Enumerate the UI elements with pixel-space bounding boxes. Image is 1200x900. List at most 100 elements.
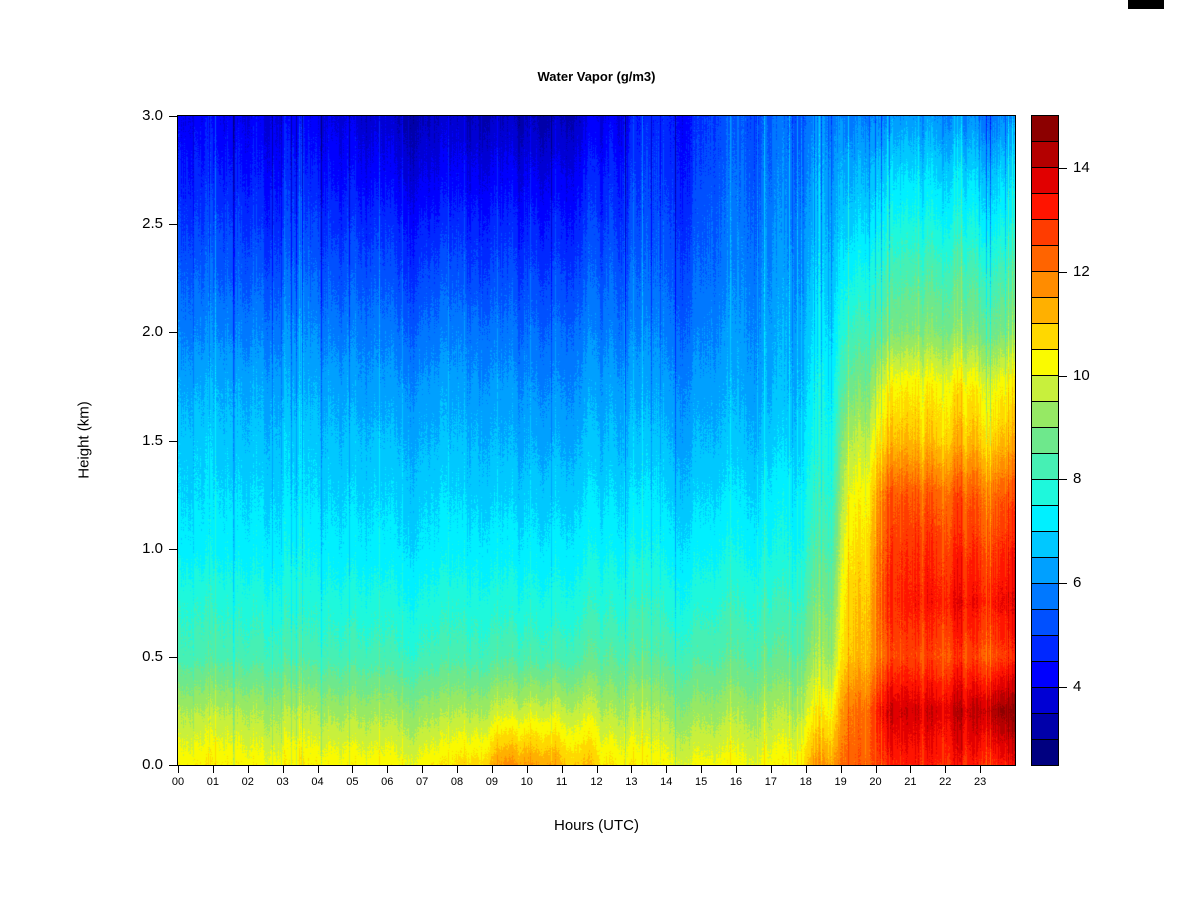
x-tick-label: 03 xyxy=(276,776,289,788)
x-tick-mark xyxy=(282,766,284,773)
x-tick-label: 20 xyxy=(869,776,882,788)
x-tick-label: 22 xyxy=(939,776,952,788)
y-tick-label: 0.0 xyxy=(142,756,163,773)
x-tick-mark xyxy=(457,766,458,773)
x-tick-mark xyxy=(666,766,668,773)
colorbar xyxy=(1031,115,1059,766)
x-tick-mark xyxy=(561,766,563,773)
x-tick-label: 18 xyxy=(799,776,812,788)
colorbar-block xyxy=(1032,635,1058,661)
colorbar-block xyxy=(1032,297,1058,323)
x-tick-mark xyxy=(701,766,703,773)
x-tick-label: 19 xyxy=(834,776,847,788)
colorbar-block xyxy=(1032,219,1058,245)
x-tick-mark xyxy=(805,766,807,773)
y-tick-mark xyxy=(169,440,177,442)
y-tick-label: 2.5 xyxy=(142,215,163,233)
y-tick-mark xyxy=(169,116,177,117)
colorbar-tick-mark xyxy=(1059,375,1067,377)
x-tick-label: 00 xyxy=(171,776,185,788)
colorbar-tick-mark xyxy=(1059,167,1067,169)
y-tick-mark xyxy=(169,656,177,658)
x-tick-label: 01 xyxy=(206,776,219,788)
x-tick-label: 07 xyxy=(416,776,429,788)
heatmap-canvas xyxy=(178,116,1015,765)
colorbar-block xyxy=(1032,245,1058,271)
colorbar-block xyxy=(1032,453,1058,479)
x-tick-mark xyxy=(352,766,354,773)
colorbar-block xyxy=(1032,739,1058,765)
y-tick-mark xyxy=(169,224,177,226)
colorbar-block xyxy=(1032,557,1058,583)
colorbar-tick-label: 8 xyxy=(1073,470,1082,488)
y-tick-label: 2.0 xyxy=(142,323,163,341)
chart-title: Water Vapor (g/m3) xyxy=(537,69,656,84)
plot-border xyxy=(177,115,1016,766)
x-tick-mark xyxy=(910,766,912,773)
x-axis-title: Hours (UTC) xyxy=(554,817,639,834)
colorbar-block xyxy=(1032,141,1058,167)
y-tick-label: 1.0 xyxy=(142,539,163,557)
colorbar-block xyxy=(1032,609,1058,635)
colorbar-block xyxy=(1032,271,1058,297)
x-tick-mark xyxy=(875,766,877,773)
x-tick-mark xyxy=(980,766,982,773)
x-tick-label: 12 xyxy=(590,776,603,788)
x-tick-mark xyxy=(736,766,737,773)
x-tick-mark xyxy=(422,766,424,773)
colorbar-block xyxy=(1032,323,1058,349)
corner-mark xyxy=(1128,0,1164,9)
x-tick-label: 09 xyxy=(485,776,498,788)
colorbar-block xyxy=(1032,375,1058,401)
colorbar-block xyxy=(1032,531,1058,557)
y-tick-mark xyxy=(169,765,177,766)
x-tick-mark xyxy=(631,766,633,773)
x-tick-label: 15 xyxy=(695,776,708,788)
x-tick-label: 17 xyxy=(764,776,777,788)
y-axis-title: Height (km) xyxy=(75,401,93,479)
y-tick-label: 1.5 xyxy=(142,431,163,449)
colorbar-block xyxy=(1032,479,1058,505)
x-tick-label: 06 xyxy=(381,776,394,788)
x-tick-mark xyxy=(317,766,319,773)
x-tick-label: 23 xyxy=(974,776,987,788)
x-tick-label: 10 xyxy=(520,776,533,788)
colorbar-block xyxy=(1032,583,1058,609)
x-tick-label: 04 xyxy=(311,776,324,788)
colorbar-block xyxy=(1032,687,1058,713)
colorbar-block xyxy=(1032,427,1058,453)
x-tick-mark xyxy=(212,766,214,773)
y-tick-label: 3.0 xyxy=(142,107,163,124)
colorbar-tick-mark xyxy=(1059,271,1067,273)
x-tick-label: 08 xyxy=(450,776,464,788)
colorbar-tick-mark xyxy=(1059,479,1067,481)
x-tick-label: 14 xyxy=(660,776,673,788)
x-tick-label: 05 xyxy=(346,776,359,788)
x-tick-label: 13 xyxy=(625,776,638,788)
x-tick-label: 21 xyxy=(904,776,917,788)
colorbar-tick-label: 4 xyxy=(1073,678,1082,696)
y-tick-label: 0.5 xyxy=(142,647,163,665)
y-tick-mark xyxy=(169,332,177,334)
colorbar-block xyxy=(1032,349,1058,375)
colorbar-block xyxy=(1032,661,1058,687)
colorbar-tick-mark xyxy=(1059,583,1067,585)
colorbar-block xyxy=(1032,167,1058,193)
colorbar-tick-label: 6 xyxy=(1073,574,1082,592)
colorbar-tick-mark xyxy=(1059,687,1067,689)
x-tick-mark xyxy=(491,766,493,773)
x-tick-mark xyxy=(178,766,179,773)
colorbar-tick-label: 14 xyxy=(1073,158,1090,176)
colorbar-block xyxy=(1032,193,1058,219)
x-tick-mark xyxy=(387,766,389,773)
x-tick-mark xyxy=(770,766,772,773)
x-tick-mark xyxy=(596,766,598,773)
colorbar-block xyxy=(1032,116,1058,141)
colorbar-block xyxy=(1032,713,1058,739)
colorbar-block xyxy=(1032,505,1058,531)
colorbar-tick-label: 10 xyxy=(1073,366,1090,384)
x-tick-label: 02 xyxy=(241,776,254,788)
y-tick-mark xyxy=(169,548,177,550)
x-tick-label: 16 xyxy=(729,776,743,788)
